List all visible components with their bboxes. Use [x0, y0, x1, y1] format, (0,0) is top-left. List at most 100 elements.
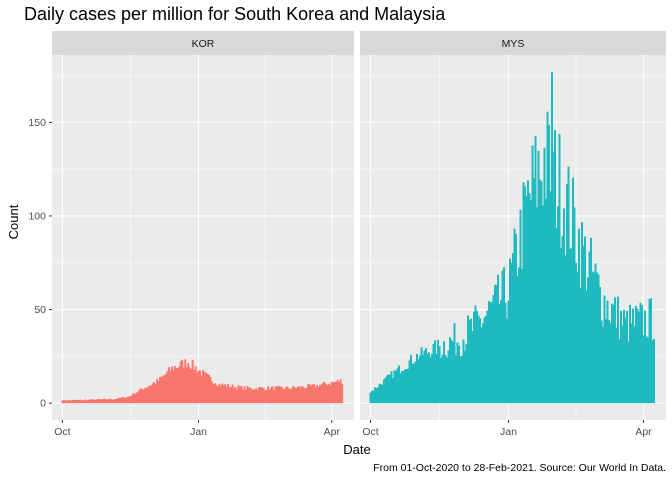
- bar: [372, 390, 375, 404]
- bar: [585, 290, 588, 404]
- bar: [597, 274, 600, 404]
- bar: [563, 208, 565, 404]
- bar: [627, 341, 630, 404]
- bar: [405, 368, 408, 404]
- bar: [651, 340, 654, 404]
- bar: [638, 311, 640, 404]
- bar: [566, 184, 568, 404]
- bar: [441, 354, 444, 404]
- bar: [61, 400, 64, 404]
- bar: [636, 309, 639, 404]
- bar: [129, 395, 132, 404]
- bar: [500, 299, 502, 404]
- bar: [234, 386, 237, 404]
- bar: [453, 323, 456, 404]
- facet-strip-label: KOR: [192, 38, 215, 50]
- bar: [138, 390, 141, 404]
- bar: [222, 385, 225, 404]
- bar: [555, 228, 558, 404]
- bar: [305, 387, 308, 404]
- bar: [204, 372, 207, 404]
- bar: [384, 377, 387, 404]
- bar: [258, 386, 261, 404]
- bar: [139, 388, 142, 404]
- bar: [639, 302, 642, 404]
- bar: [650, 298, 652, 404]
- bar: [465, 343, 468, 404]
- bar: [522, 182, 525, 404]
- bar: [250, 389, 253, 404]
- bar: [212, 383, 215, 404]
- bar: [160, 377, 163, 404]
- bar: [144, 387, 147, 404]
- bar: [296, 386, 299, 404]
- bar: [521, 268, 523, 404]
- bar: [151, 383, 154, 404]
- bar: [170, 366, 173, 404]
- bar: [443, 341, 445, 404]
- bar: [471, 330, 474, 404]
- bar: [252, 389, 255, 404]
- bar: [506, 318, 508, 404]
- facet-panel-kor: KOR 0 50 100 150 Oct Jan Apr: [28, 31, 354, 438]
- bar: [314, 387, 317, 404]
- y-axis-title: Count: [6, 204, 21, 239]
- x-tick-label: Oct: [362, 426, 378, 438]
- bar: [330, 381, 333, 404]
- bar: [539, 179, 541, 404]
- bar: [432, 344, 435, 404]
- bar: [554, 130, 556, 404]
- bar: [253, 389, 256, 404]
- bar: [513, 228, 516, 404]
- bar: [191, 359, 194, 404]
- bar: [70, 400, 73, 404]
- bar: [156, 378, 159, 404]
- bar: [479, 318, 481, 404]
- bar: [215, 385, 218, 404]
- bar: [108, 398, 111, 404]
- bar: [485, 315, 487, 404]
- bar: [79, 399, 82, 404]
- bar: [286, 386, 289, 404]
- bar: [416, 353, 418, 404]
- bar: [247, 387, 250, 404]
- bar: [407, 368, 409, 404]
- bar: [509, 258, 511, 404]
- bar: [371, 390, 373, 404]
- bar: [501, 270, 504, 404]
- bar: [542, 205, 544, 404]
- bar: [449, 337, 451, 404]
- bar: [104, 398, 107, 404]
- y-tick-label: 100: [28, 210, 46, 222]
- bar: [338, 382, 341, 404]
- bar: [515, 234, 517, 404]
- bar: [271, 386, 274, 404]
- bar: [492, 295, 495, 404]
- x-tick-label: Apr: [635, 426, 652, 438]
- bar: [92, 399, 95, 404]
- bar: [413, 363, 415, 404]
- bar: [390, 371, 393, 404]
- bar: [125, 397, 128, 404]
- bar: [456, 342, 459, 404]
- bar: [572, 177, 574, 404]
- bar: [389, 374, 391, 404]
- bar: [302, 387, 305, 404]
- bar: [321, 383, 324, 404]
- bar: [378, 383, 381, 404]
- bar: [236, 389, 239, 404]
- bar: [455, 355, 457, 404]
- bar: [153, 382, 156, 404]
- bar: [265, 389, 268, 404]
- bar: [587, 277, 589, 404]
- bar: [193, 369, 196, 404]
- bar: [375, 388, 378, 404]
- bar: [458, 345, 460, 404]
- bar: [157, 380, 160, 404]
- bar: [633, 326, 636, 404]
- bar: [392, 378, 394, 404]
- bar: [132, 392, 135, 404]
- facet-strip: [52, 31, 354, 55]
- bar: [82, 400, 85, 404]
- bar: [612, 304, 615, 404]
